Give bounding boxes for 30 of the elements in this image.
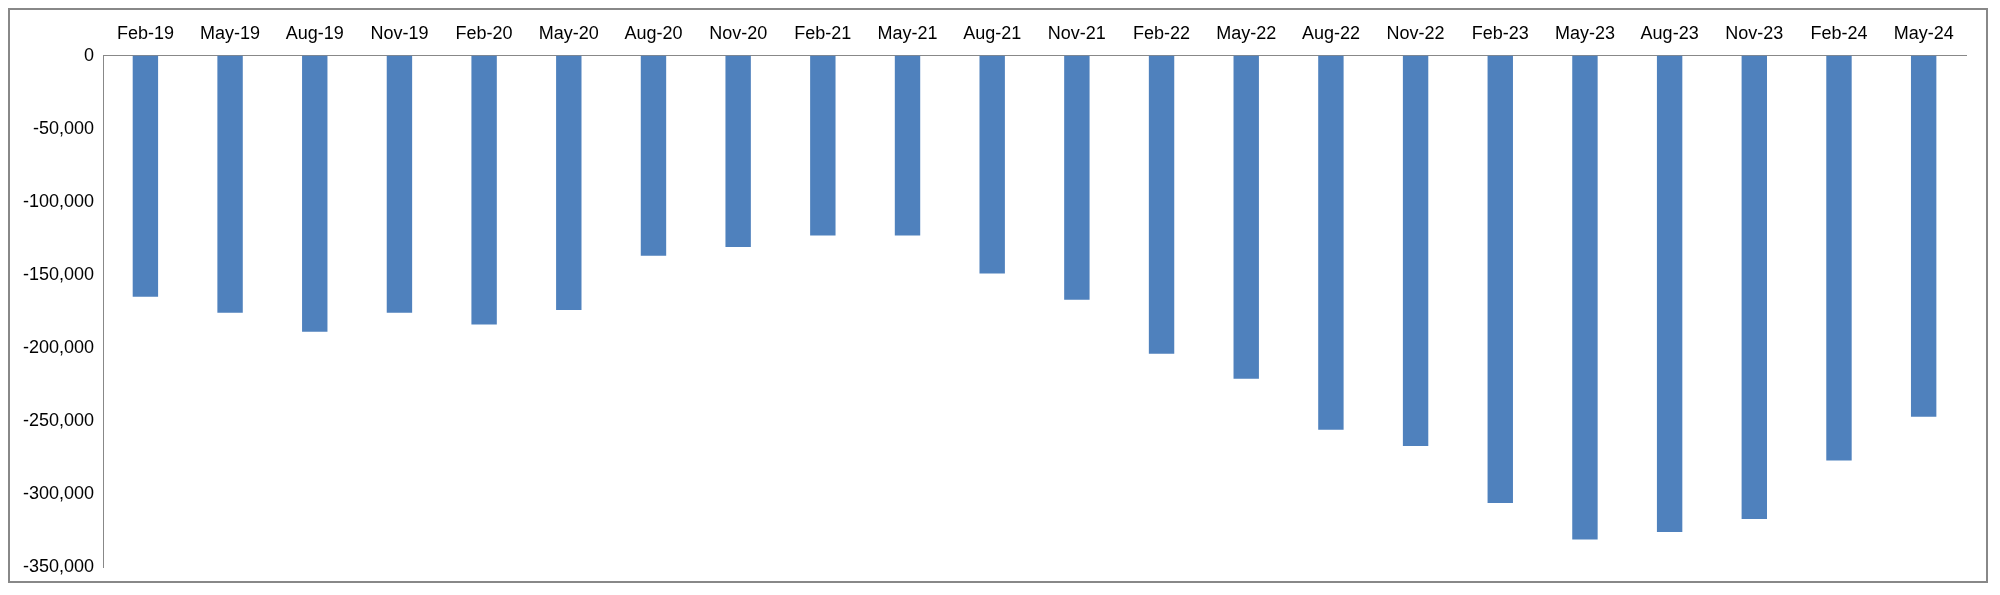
x-tick-label: Nov-21 — [1047, 22, 1106, 43]
x-tick-label: Aug-19 — [285, 22, 344, 43]
x-tick-label: Feb-21 — [794, 22, 852, 43]
x-tick-label: May-24 — [1893, 22, 1954, 43]
x-tick-label: May-19 — [200, 22, 261, 43]
x-tick-label: Aug-22 — [1301, 22, 1360, 43]
y-tick-label: 0 — [84, 44, 95, 65]
x-tick-label: Nov-23 — [1725, 22, 1784, 43]
x-tick-label: May-23 — [1554, 22, 1615, 43]
y-tick-label: -50,000 — [33, 117, 95, 138]
y-tick-label: -250,000 — [23, 410, 95, 430]
x-tick-label: Feb-23 — [1471, 22, 1529, 43]
x-tick-label: Aug-20 — [624, 22, 683, 43]
y-tick-label: -100,000 — [23, 190, 95, 211]
y-tick-label: -300,000 — [23, 483, 95, 504]
x-tick-label: May-22 — [1216, 22, 1277, 43]
x-tick-label: Nov-19 — [370, 22, 429, 43]
x-tick-label: Feb-24 — [1810, 22, 1868, 43]
y-tick-label: -200,000 — [23, 336, 95, 357]
x-tick-label: Nov-20 — [709, 22, 768, 43]
x-tick-label: Feb-22 — [1133, 22, 1191, 43]
x-tick-label: May-21 — [877, 22, 938, 43]
x-tick-label: Nov-22 — [1386, 22, 1445, 43]
x-tick-label: Aug-21 — [963, 22, 1022, 43]
x-tick-label: May-20 — [538, 22, 599, 43]
y-tick-label: -150,000 — [23, 263, 95, 284]
x-tick-label: Aug-23 — [1640, 22, 1699, 43]
y-tick-label: -350,000 — [23, 556, 95, 577]
x-tick-label: Feb-20 — [455, 22, 513, 43]
x-tick-label: Feb-19 — [116, 22, 174, 43]
